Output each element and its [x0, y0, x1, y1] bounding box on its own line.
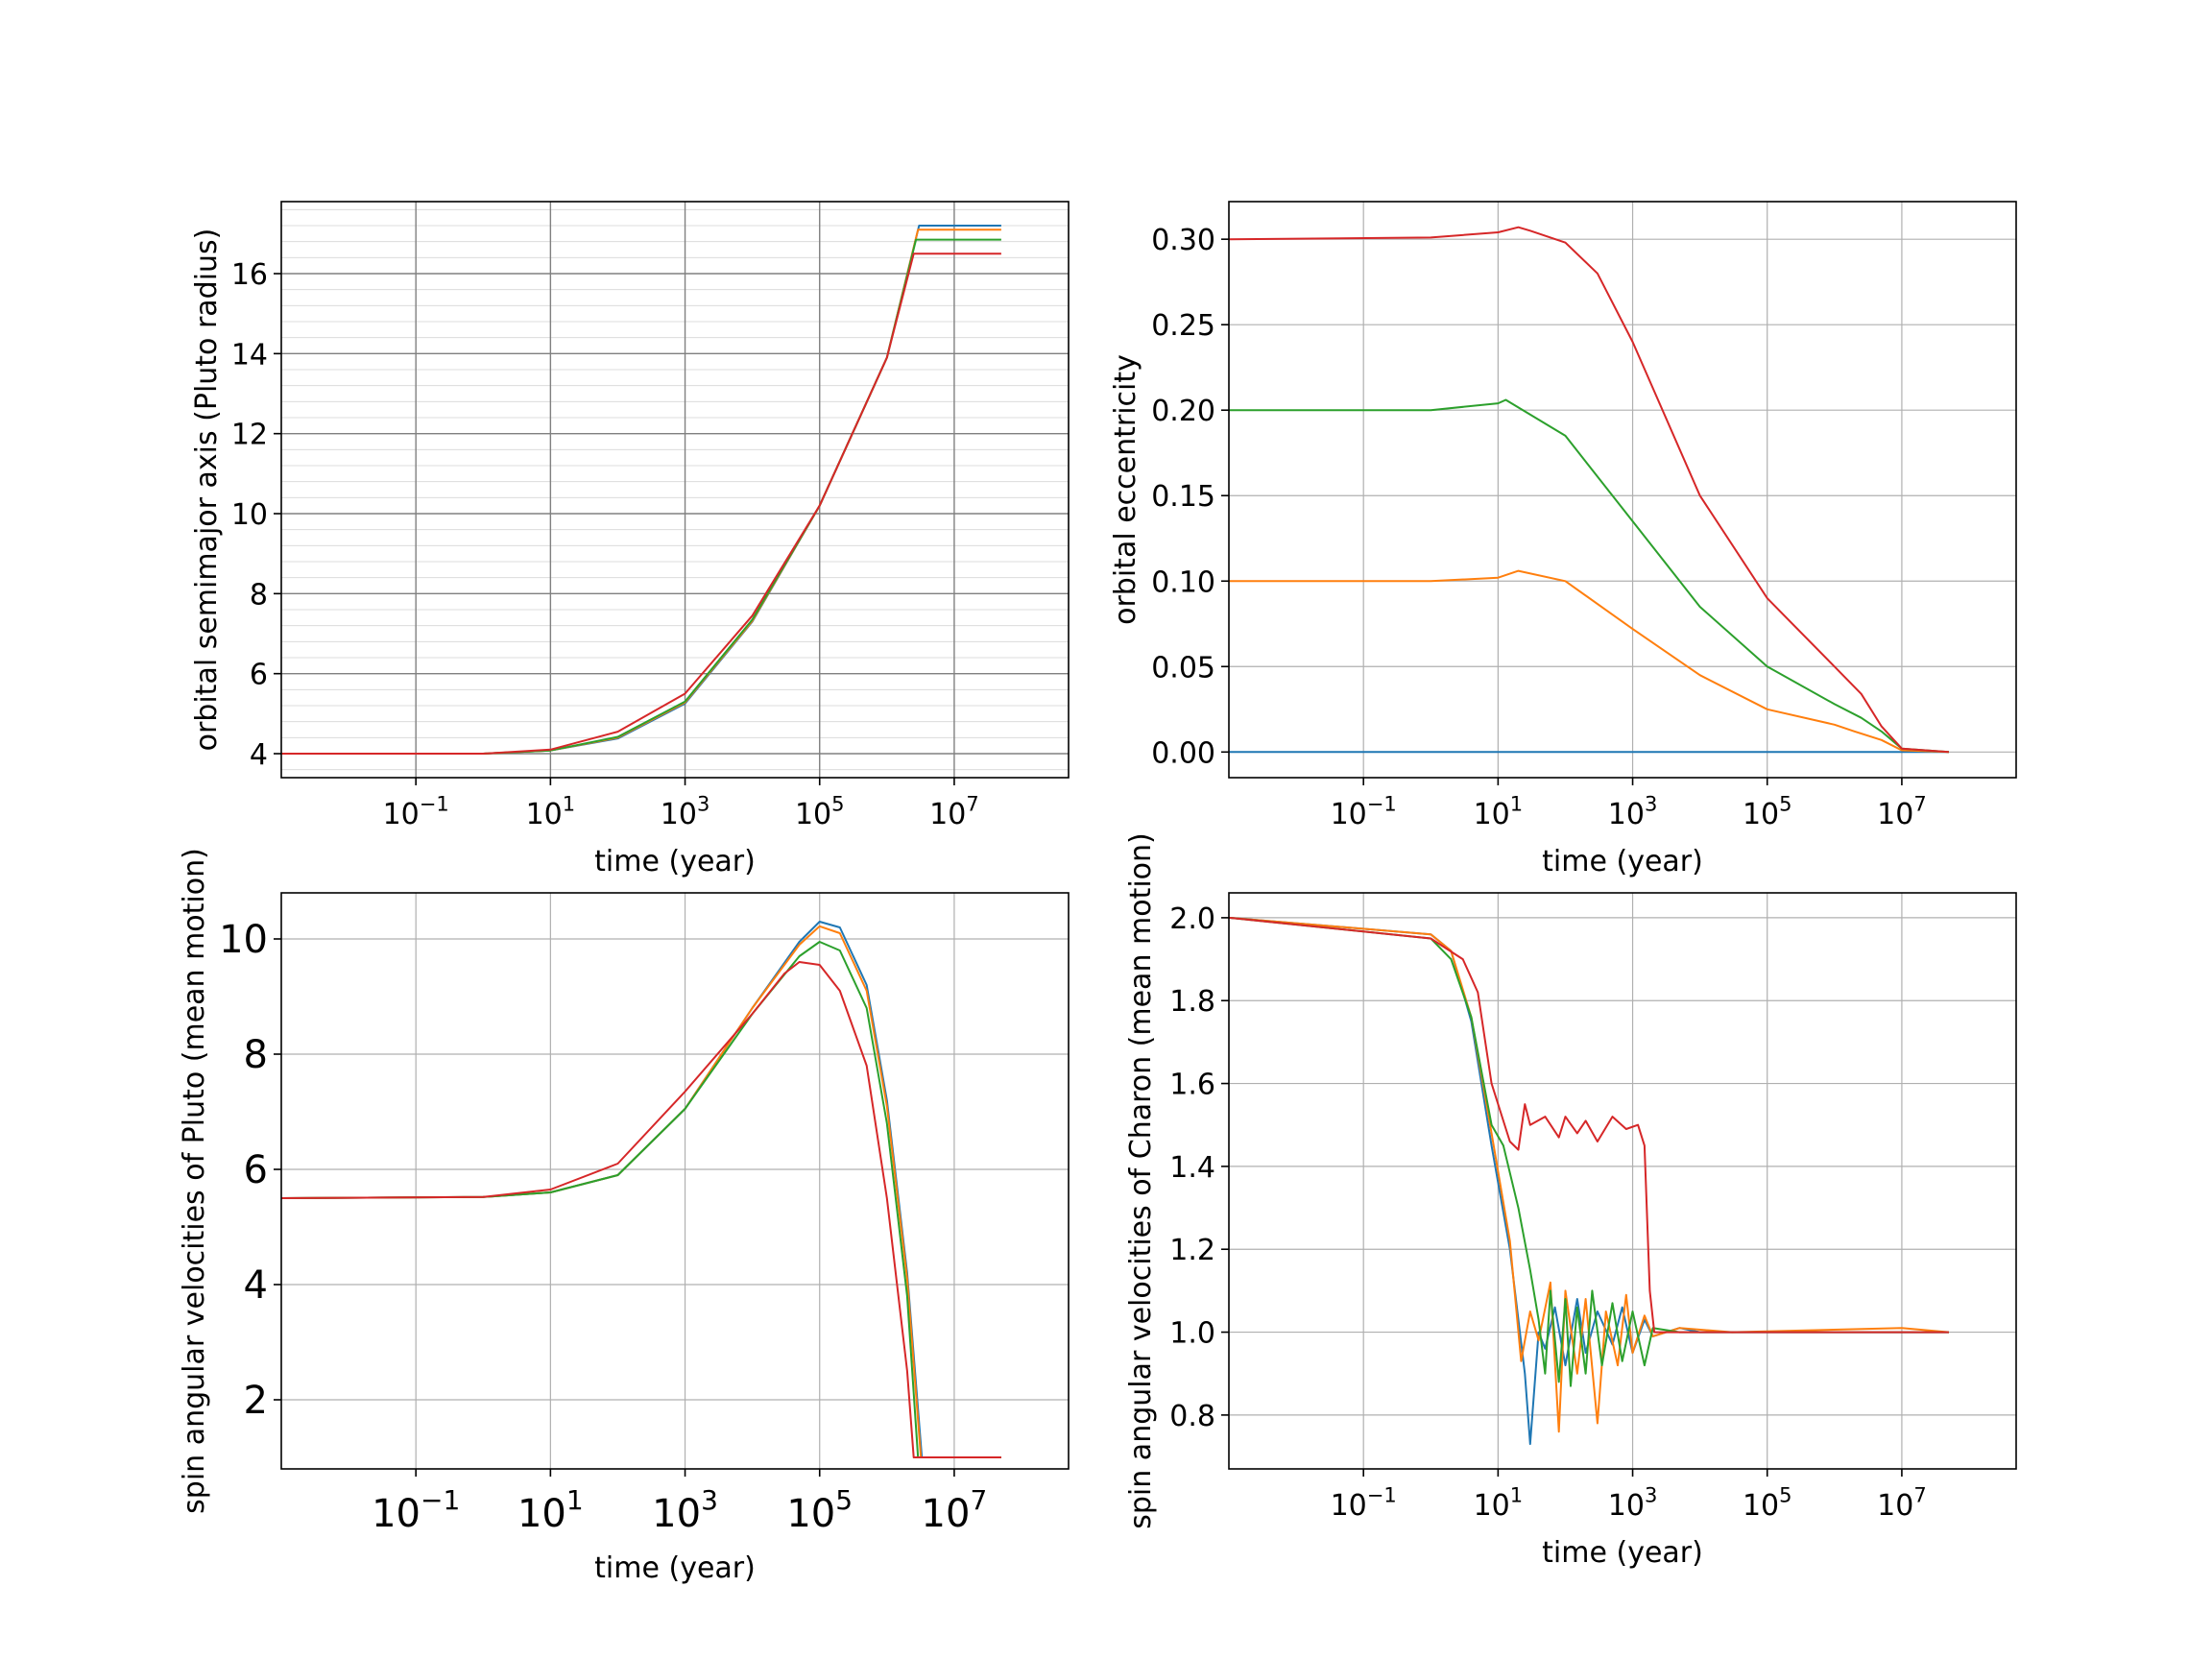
- x-tick-label: 107: [1877, 1484, 1927, 1524]
- y-axis-title: spin angular velocities of Charon (mean …: [1124, 832, 1158, 1529]
- series-group: [281, 225, 1001, 755]
- x-tick-label: 10−1: [1331, 793, 1397, 832]
- series-line-orange: [1229, 569, 1949, 754]
- x-tick-label: 101: [517, 1484, 584, 1536]
- y-tick-label: 1.2: [1169, 1234, 1215, 1267]
- series-line-red: [281, 252, 1001, 755]
- series-line-red: [1229, 916, 1949, 1334]
- chart-semimajor: 4 6 8 10 12 14 16 10−1 101 103 105 107 time (year) or…: [190, 201, 1070, 878]
- y-tick-label: 4: [250, 738, 268, 772]
- y-tick-label: 2: [244, 1379, 268, 1423]
- y-tick-label: 0.15: [1151, 480, 1215, 514]
- series-line-blue: [281, 921, 1001, 1458]
- y-tick-label: 0.00: [1151, 736, 1215, 770]
- series-line-blue: [1229, 916, 1949, 1446]
- x-tick-label: 103: [652, 1484, 718, 1536]
- y-tick-label: 2.0: [1169, 902, 1215, 936]
- x-tick-label: 101: [1474, 1484, 1524, 1524]
- series-line-green: [281, 941, 1001, 1458]
- x-tick-label: 107: [922, 1484, 988, 1536]
- y-tick-label: 8: [250, 578, 268, 612]
- y-axis-title: orbital eccentricity: [1109, 354, 1142, 625]
- y-tick-label: 4: [244, 1263, 268, 1308]
- series-line-blue: [281, 225, 1001, 755]
- x-tick-label: 101: [1474, 793, 1524, 832]
- y-tick-label: 1.4: [1169, 1151, 1215, 1185]
- x-tick-label: 107: [1877, 793, 1927, 832]
- y-tick-label: 10: [231, 498, 268, 532]
- x-tick-label: 103: [1608, 1484, 1658, 1524]
- series-line-red: [1229, 226, 1949, 754]
- y-tick-label: 0.20: [1151, 395, 1215, 428]
- y-tick-label: 1.0: [1169, 1317, 1215, 1351]
- axes-frame: [280, 892, 1070, 1470]
- x-tick-label: 103: [1608, 793, 1658, 832]
- y-tick-label: 0.8: [1169, 1400, 1215, 1433]
- series-line-orange: [281, 228, 1001, 755]
- x-tick-label: 103: [661, 793, 710, 832]
- y-tick-label: 0.10: [1151, 565, 1215, 599]
- x-tick-label: 10−1: [1331, 1484, 1397, 1524]
- y-tick-label: 16: [231, 258, 268, 292]
- series-group: [281, 921, 1001, 1458]
- chart-eccentricity: 0.00 0.05 0.10 0.15 0.20 0.25 0.30 10−1 101 103 10…: [1109, 201, 2017, 878]
- y-tick-label: 0.25: [1151, 309, 1215, 343]
- x-axis-title: time (year): [1542, 1536, 1703, 1570]
- x-tick-label: 10−1: [372, 1484, 460, 1536]
- y-tick-label: 1.8: [1169, 985, 1215, 1019]
- axes-frame: [1228, 892, 2017, 1470]
- y-tick-label: 0.30: [1151, 224, 1215, 257]
- y-axis-title: spin angular velocities of Pluto (mean m…: [178, 848, 211, 1514]
- series-line-red: [281, 961, 1001, 1458]
- y-tick-label: 6: [244, 1148, 268, 1192]
- chart-charon-spin: 0.8 1.0 1.2 1.4 1.6 1.8 2.0 10−1 101 103 105 107 tim…: [1124, 832, 2017, 1570]
- axes-frame: [1228, 201, 2017, 779]
- chart-pluto-spin: 2 4 6 8 10 10−1 101 103 105 107 time (year) spin an…: [178, 848, 1070, 1585]
- y-tick-label: 12: [231, 419, 268, 452]
- y-tick-label: 10: [219, 918, 268, 962]
- series-line-green: [1229, 916, 1949, 1387]
- y-tick-label: 8: [244, 1033, 268, 1077]
- y-axis-title: orbital semimajor axis (Pluto radius): [190, 228, 224, 752]
- x-tick-label: 105: [786, 1484, 853, 1536]
- series-line-orange: [1229, 916, 1949, 1433]
- series-line-green: [281, 238, 1001, 755]
- x-tick-label: 107: [929, 793, 979, 832]
- x-tick-label: 105: [795, 793, 845, 832]
- series-group: [1229, 916, 1949, 1446]
- y-tick-label: 1.6: [1169, 1069, 1215, 1102]
- series-group: [1229, 226, 1949, 754]
- x-tick-label: 105: [1743, 793, 1792, 832]
- y-tick-label: 0.05: [1151, 651, 1215, 685]
- series-line-green: [1229, 398, 1949, 754]
- axes-frame: [280, 201, 1070, 779]
- y-tick-label: 14: [231, 338, 268, 372]
- x-tick-label: 105: [1743, 1484, 1792, 1524]
- y-tick-label: 6: [250, 659, 268, 692]
- x-axis-title: time (year): [594, 1551, 756, 1585]
- x-tick-label: 10−1: [383, 793, 449, 832]
- series-line-orange: [281, 925, 1001, 1458]
- x-tick-label: 101: [526, 793, 576, 832]
- x-axis-title: time (year): [594, 845, 756, 878]
- x-axis-title: time (year): [1542, 845, 1703, 878]
